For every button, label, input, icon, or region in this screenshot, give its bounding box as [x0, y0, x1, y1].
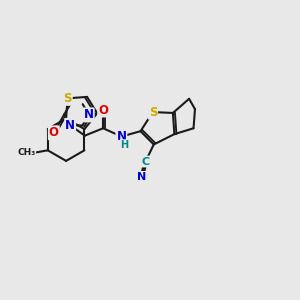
- Text: S: S: [148, 106, 157, 118]
- Text: S: S: [63, 92, 72, 105]
- Text: N: N: [137, 172, 147, 182]
- Text: C: C: [142, 157, 150, 166]
- Text: N: N: [116, 130, 126, 143]
- Text: H: H: [120, 140, 128, 150]
- Text: O: O: [98, 103, 108, 116]
- Text: O: O: [49, 126, 59, 139]
- Text: N: N: [84, 108, 94, 122]
- Text: N: N: [65, 119, 75, 132]
- Text: CH₃: CH₃: [17, 148, 35, 157]
